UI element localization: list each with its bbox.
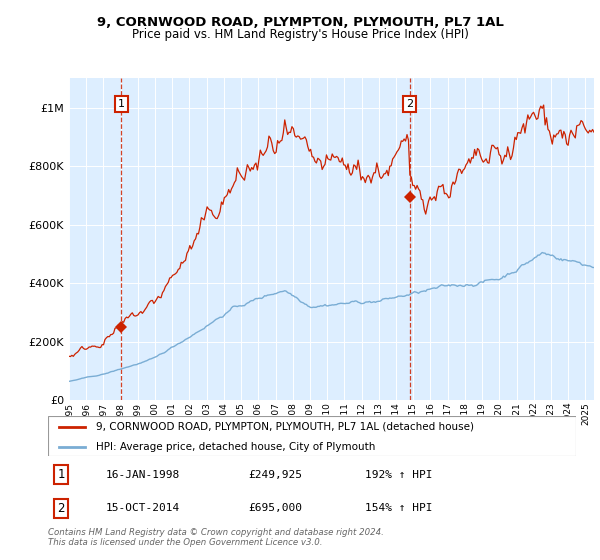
Text: 16-JAN-1998: 16-JAN-1998: [106, 470, 181, 480]
Text: 154% ↑ HPI: 154% ↑ HPI: [365, 503, 432, 513]
Text: 192% ↑ HPI: 192% ↑ HPI: [365, 470, 432, 480]
Text: £249,925: £249,925: [248, 470, 302, 480]
Text: 9, CORNWOOD ROAD, PLYMPTON, PLYMOUTH, PL7 1AL: 9, CORNWOOD ROAD, PLYMPTON, PLYMOUTH, PL…: [97, 16, 503, 29]
Text: 1: 1: [118, 99, 125, 109]
Text: 9, CORNWOOD ROAD, PLYMPTON, PLYMOUTH, PL7 1AL (detached house): 9, CORNWOOD ROAD, PLYMPTON, PLYMOUTH, PL…: [95, 422, 473, 432]
Text: 2: 2: [406, 99, 413, 109]
Text: 15-OCT-2014: 15-OCT-2014: [106, 503, 181, 513]
Text: £695,000: £695,000: [248, 503, 302, 513]
Text: 1: 1: [58, 468, 65, 481]
Text: HPI: Average price, detached house, City of Plymouth: HPI: Average price, detached house, City…: [95, 442, 375, 452]
Text: Contains HM Land Registry data © Crown copyright and database right 2024.
This d: Contains HM Land Registry data © Crown c…: [48, 528, 384, 547]
Text: 2: 2: [58, 502, 65, 515]
Text: Price paid vs. HM Land Registry's House Price Index (HPI): Price paid vs. HM Land Registry's House …: [131, 28, 469, 41]
